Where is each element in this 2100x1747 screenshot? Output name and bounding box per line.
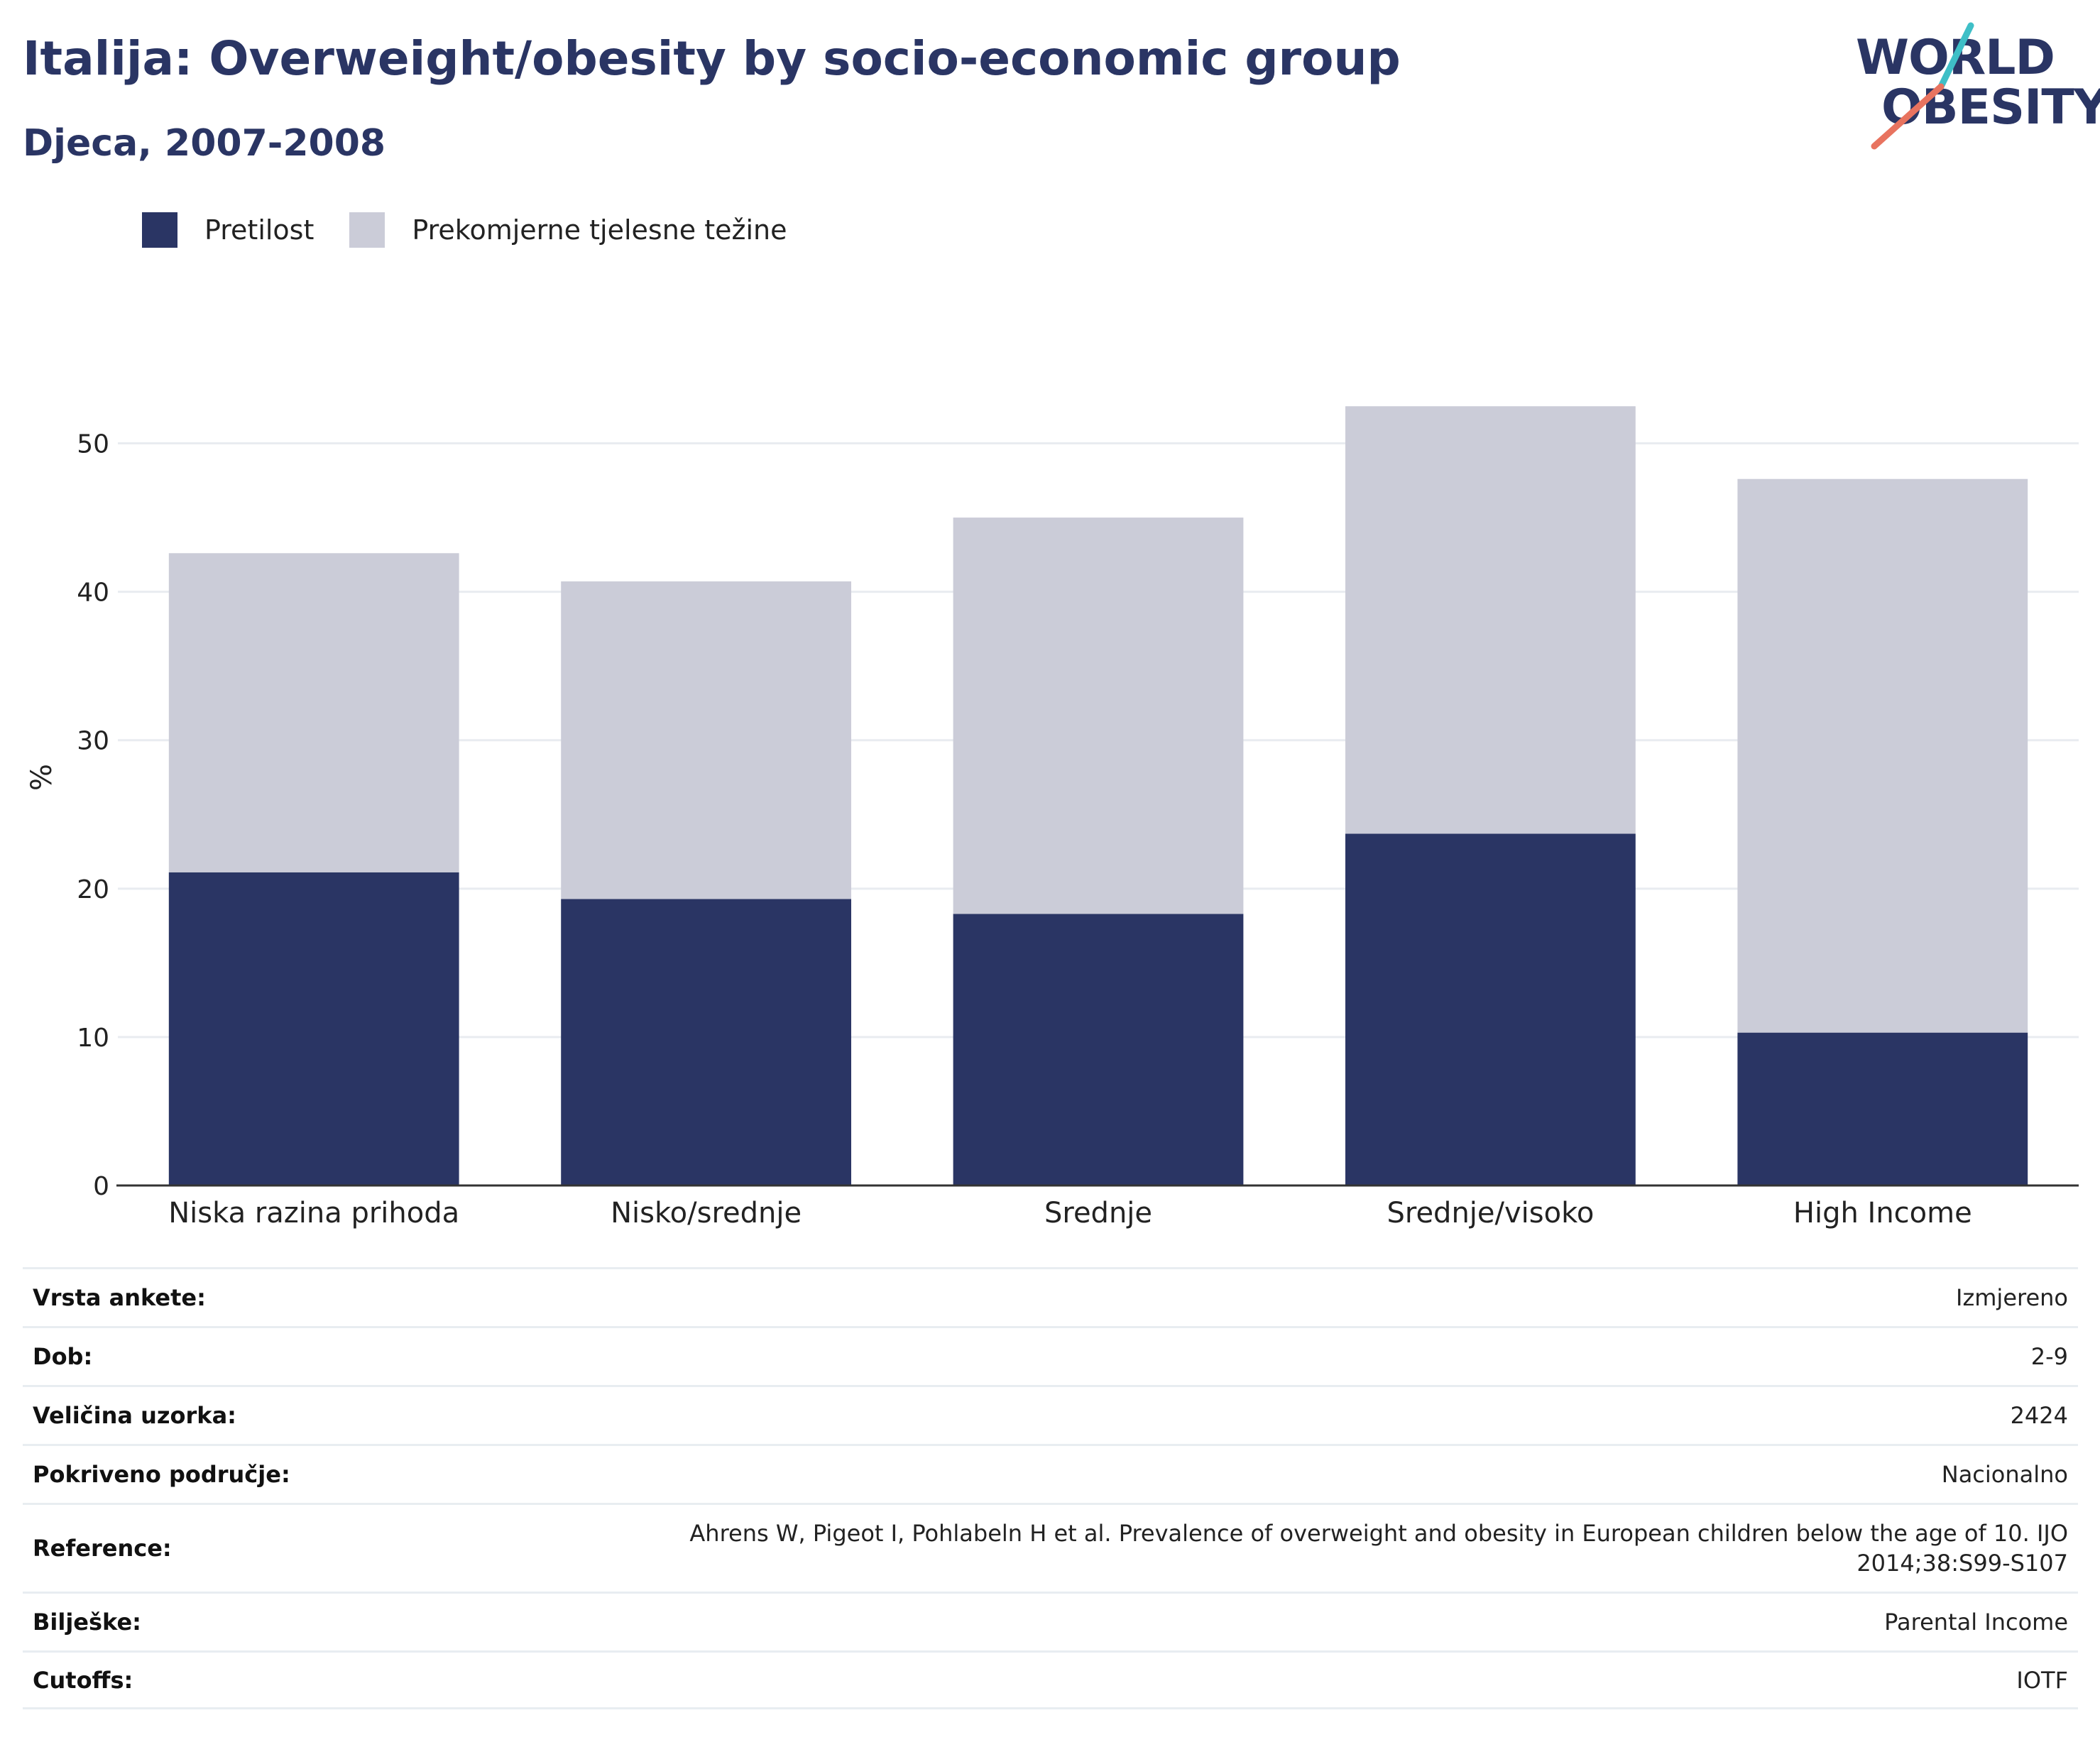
- legend-swatch-overweight: [349, 212, 385, 248]
- bar-overweight[interactable]: [561, 581, 851, 899]
- x-tick-label: Nisko/srednje: [611, 1197, 802, 1230]
- metadata-value: Parental Income: [1884, 1609, 2068, 1636]
- y-axis-label: %: [26, 764, 58, 791]
- metadata-key: Cutoffs:: [33, 1666, 133, 1694]
- bar-obesity[interactable]: [953, 914, 1244, 1185]
- bar-obesity[interactable]: [168, 872, 459, 1185]
- metadata-row: Veličina uzorka: 2424: [23, 1385, 2078, 1444]
- stacked-bar-chart: 0 10 20 30 40 50% Niska razina prihoda Nisko/sr…: [26, 406, 2079, 1230]
- y-tick-label: 50: [77, 430, 109, 459]
- bar-overweight[interactable]: [1737, 478, 2028, 1033]
- metadata-value: 2-9: [2030, 1343, 2068, 1370]
- metadata-value: 2424: [2010, 1402, 2068, 1429]
- logo-slash-icon: [1871, 22, 1974, 150]
- metadata-row: Cutoffs: IOTF: [23, 1650, 2078, 1709]
- bar-obesity[interactable]: [561, 899, 851, 1185]
- metadata-value: IOTF: [2016, 1666, 2068, 1694]
- metadata-row: Pokriveno područje: Nacionalno: [23, 1444, 2078, 1503]
- chart-subtitle: Djeca, 2007-2008: [23, 122, 386, 165]
- metadata-row: Dob: 2-9: [23, 1326, 2078, 1385]
- y-tick-label: 0: [93, 1172, 109, 1201]
- legend-label-obesity: Pretilost: [204, 214, 315, 246]
- bar-overweight[interactable]: [168, 553, 459, 872]
- metadata-value: Ahrens W, Pigeot I, Pohlabeln H et al. P…: [689, 1520, 2068, 1577]
- bar-overweight[interactable]: [1345, 406, 1636, 834]
- metadata-key: Reference:: [33, 1535, 172, 1562]
- legend-label-overweight: Prekomjerne tjelesne težine: [412, 214, 787, 246]
- metadata-key: Pokriveno područje:: [33, 1461, 290, 1488]
- y-tick-label: 40: [77, 579, 109, 608]
- legend-item-obesity[interactable]: Pretilost: [142, 212, 314, 248]
- legend-swatch-obesity: [142, 212, 177, 248]
- metadata-row: Bilješke: Parental Income: [23, 1592, 2078, 1650]
- metadata-key: Vrsta ankete:: [33, 1284, 206, 1311]
- bar-obesity[interactable]: [1737, 1032, 2028, 1185]
- legend-item-overweight[interactable]: Prekomjerne tjelesne težine: [349, 212, 787, 248]
- x-tick-label: Srednje/visoko: [1387, 1197, 1594, 1230]
- chart-legend: Pretilost Prekomjerne tjelesne težine: [142, 210, 823, 250]
- y-tick-label: 10: [77, 1024, 109, 1053]
- bar-overweight[interactable]: [953, 517, 1244, 914]
- bar-obesity[interactable]: [1345, 833, 1636, 1185]
- metadata-key: Bilješke:: [33, 1609, 141, 1636]
- world-obesity-logo: WORLD OBESITY: [1846, 21, 2100, 156]
- metadata-value: Izmjereno: [1956, 1284, 2068, 1311]
- metadata-key: Dob:: [33, 1343, 93, 1370]
- x-tick-label: Srednje: [1044, 1197, 1152, 1230]
- x-tick-label: Niska razina prihoda: [168, 1197, 459, 1230]
- metadata-row: Reference: Ahrens W, Pigeot I, Pohlabeln …: [23, 1503, 2078, 1592]
- metadata-key: Veličina uzorka:: [33, 1402, 236, 1429]
- y-tick-label: 20: [77, 875, 109, 904]
- y-tick-label: 30: [77, 727, 109, 756]
- x-tick-label: High Income: [1793, 1197, 1972, 1230]
- chart-title: Italija: Overweight/obesity by socio-eco…: [23, 31, 1401, 86]
- metadata-row: Vrsta ankete: Izmjereno: [23, 1267, 2078, 1326]
- survey-metadata-table: Vrsta ankete: Izmjereno Dob: 2-9 Veličina uz…: [23, 1267, 2078, 1709]
- metadata-value: Nacionalno: [1941, 1461, 2068, 1488]
